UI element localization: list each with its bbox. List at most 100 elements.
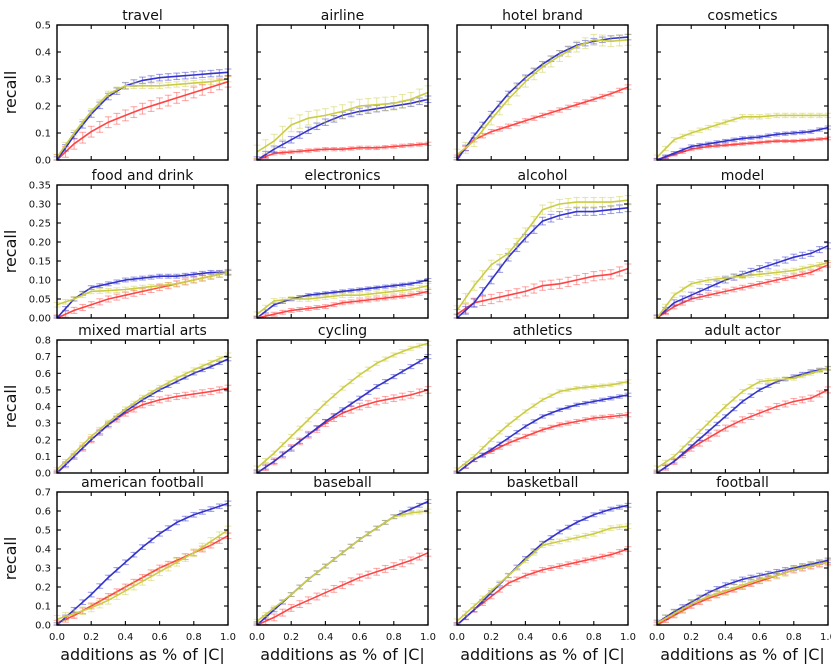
series-yellow-line bbox=[256, 510, 429, 622]
x-tick-label: 0.0 bbox=[649, 632, 665, 643]
plot-frame bbox=[257, 25, 428, 160]
plot-border bbox=[256, 491, 429, 626]
x-tick-label: 0.0 bbox=[249, 632, 265, 643]
x-tick-label: 0.6 bbox=[552, 632, 568, 643]
series-red-errorbars bbox=[53, 384, 232, 474]
subplot-title: electronics bbox=[304, 168, 380, 184]
subplot-food-and-drink: food and drink 0.00 0.05 0.10 0.15 0.20 0.25 0.… bbox=[1, 168, 232, 325]
plot-frame bbox=[457, 340, 628, 473]
x-tick-label: 0.8 bbox=[786, 632, 802, 643]
series-yellow-line bbox=[656, 114, 828, 158]
x-tick-label: 0.4 bbox=[717, 632, 733, 643]
x-tick-label: 0.0 bbox=[49, 632, 65, 643]
series-blue-line bbox=[56, 358, 229, 474]
subplot-title: model bbox=[721, 168, 765, 184]
series-blue-line bbox=[656, 245, 829, 319]
series-blue-line bbox=[56, 271, 228, 319]
series-blue-line bbox=[656, 367, 829, 474]
plot-frame bbox=[657, 492, 828, 625]
series-blue-errorbars bbox=[453, 203, 632, 319]
subplot-title: american football bbox=[81, 475, 204, 491]
plot-frame bbox=[57, 185, 228, 318]
plot-frame bbox=[657, 185, 828, 318]
series-red-line bbox=[256, 552, 429, 626]
subplot-title: baseball bbox=[313, 475, 372, 491]
series-yellow-line bbox=[456, 199, 629, 311]
x-tick-label: 0.2 bbox=[683, 632, 699, 643]
series-blue-line bbox=[656, 559, 829, 624]
y-tick-label: 0.2 bbox=[35, 435, 51, 446]
series-red-line bbox=[256, 290, 429, 319]
tick-marks bbox=[56, 339, 229, 474]
tick-marks bbox=[256, 491, 429, 626]
plot-frame bbox=[457, 25, 628, 160]
y-tick-label: 0.1 bbox=[35, 129, 51, 140]
y-tick-label: 0.5 bbox=[35, 526, 51, 537]
series-blue-line bbox=[456, 207, 629, 319]
tick-marks bbox=[256, 339, 429, 474]
x-tick-label: 0.6 bbox=[152, 632, 168, 643]
tick-marks bbox=[656, 24, 829, 161]
subplot-title: cosmetics bbox=[707, 8, 777, 24]
plot-border bbox=[456, 491, 629, 626]
subplot-airline: airline bbox=[253, 8, 432, 161]
subplot-adult-actor: adult actor bbox=[653, 323, 831, 474]
series-blue-line bbox=[256, 279, 429, 319]
plot-border bbox=[456, 24, 629, 161]
y-axis-label: recall bbox=[1, 537, 20, 581]
y-tick-label: 0.2 bbox=[35, 583, 51, 594]
subplot-basketball: basketball 0.0 0.2 0.4 0.6 0.8 1.0 additions as… bbox=[449, 475, 636, 664]
y-tick-label: 0.7 bbox=[35, 352, 51, 363]
subplot-title: alcohol bbox=[517, 168, 567, 184]
plot-border bbox=[656, 491, 829, 626]
series-blue-errorbars bbox=[53, 68, 232, 161]
y-tick-label: 0.1 bbox=[35, 602, 51, 613]
subplot-hotel-brand: hotel brand bbox=[453, 8, 632, 161]
y-tick-label: 0.10 bbox=[29, 276, 51, 287]
subplot-title: airline bbox=[321, 8, 365, 24]
subplot-title: cycling bbox=[318, 323, 367, 339]
subplot-title: mixed martial arts bbox=[78, 323, 207, 339]
y-tick-label: 0.00 bbox=[29, 314, 51, 325]
plot-border bbox=[456, 184, 629, 319]
y-tick-label: 0.6 bbox=[35, 507, 51, 518]
series-red-line bbox=[56, 80, 229, 161]
subplot-football: football 0.0 0.2 0.4 0.6 0.8 1.0 additions as %… bbox=[649, 475, 831, 664]
plot-frame bbox=[57, 492, 228, 625]
series-red-line bbox=[656, 389, 829, 474]
plot-border bbox=[56, 491, 229, 626]
plot-frame bbox=[657, 25, 828, 160]
y-tick-label: 0.0 bbox=[35, 469, 51, 480]
tick-marks bbox=[656, 184, 829, 319]
y-tick-label: 0.15 bbox=[29, 257, 51, 268]
y-axis-label: recall bbox=[1, 71, 20, 115]
x-tick-label: 0.2 bbox=[283, 632, 299, 643]
tick-marks bbox=[456, 24, 629, 161]
plot-frame bbox=[57, 340, 228, 473]
series-blue-line bbox=[256, 98, 429, 161]
tick-marks bbox=[256, 24, 429, 161]
subplot-title: basketball bbox=[507, 475, 579, 491]
x-tick-label: 0.6 bbox=[752, 632, 768, 643]
subplot-electronics: electronics bbox=[253, 168, 432, 319]
x-tick-label: 0.4 bbox=[517, 632, 533, 643]
series-red-line bbox=[456, 548, 629, 626]
series-yellow-line bbox=[456, 380, 629, 471]
tick-marks bbox=[456, 339, 629, 474]
tick-marks bbox=[56, 184, 229, 319]
series-yellow-line bbox=[656, 367, 829, 469]
y-tick-label: 0.05 bbox=[29, 295, 51, 306]
y-tick-label: 0.3 bbox=[35, 564, 51, 575]
subplot-title: travel bbox=[122, 8, 163, 24]
subplot-title: football bbox=[716, 475, 769, 491]
series-yellow-line bbox=[256, 91, 429, 153]
plot-border bbox=[256, 184, 429, 319]
tick-marks bbox=[56, 24, 229, 161]
plot-frame bbox=[57, 25, 228, 160]
x-tick-label: 0.8 bbox=[386, 632, 402, 643]
y-tick-label: 0.4 bbox=[35, 545, 51, 556]
y-tick-label: 0.35 bbox=[29, 181, 51, 192]
series-red-line bbox=[456, 414, 629, 474]
plot-frame bbox=[457, 185, 628, 318]
